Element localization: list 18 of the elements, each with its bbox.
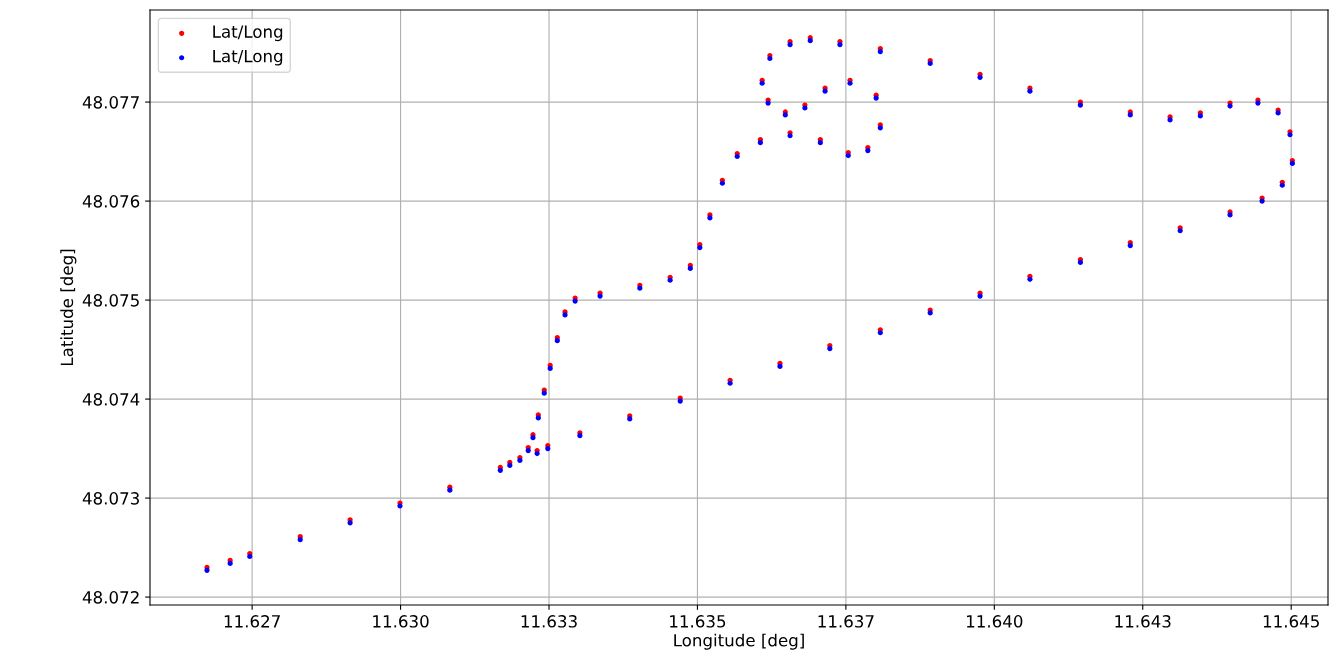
x-tick-label: 11.645 [1263,615,1319,628]
y-tick-label: 48.076 [82,195,140,208]
x-axis-title: Longitude [deg] [674,633,804,650]
y-tick-label: 48.077 [82,96,139,109]
x-tick-label: 11.640 [966,615,1023,628]
x-tick-label: 11.630 [373,615,429,628]
y-tick-label: 48.073 [82,492,139,505]
y-tick-label: 48.075 [82,294,139,307]
x-tick-label: 11.643 [1115,615,1171,628]
y-tick-label: 48.072 [82,591,139,604]
legend-label: Lat/Long [213,49,283,66]
x-tick-label: 11.637 [818,615,874,628]
legend-label: Lat/Long [213,25,283,42]
y-tick-label: 48.074 [82,393,140,406]
x-tick-label: 11.627 [224,615,280,628]
x-tick-label: 11.633 [521,615,577,628]
y-axis-title: Latitude [deg] [60,249,77,366]
x-tick-label: 11.635 [670,615,726,628]
